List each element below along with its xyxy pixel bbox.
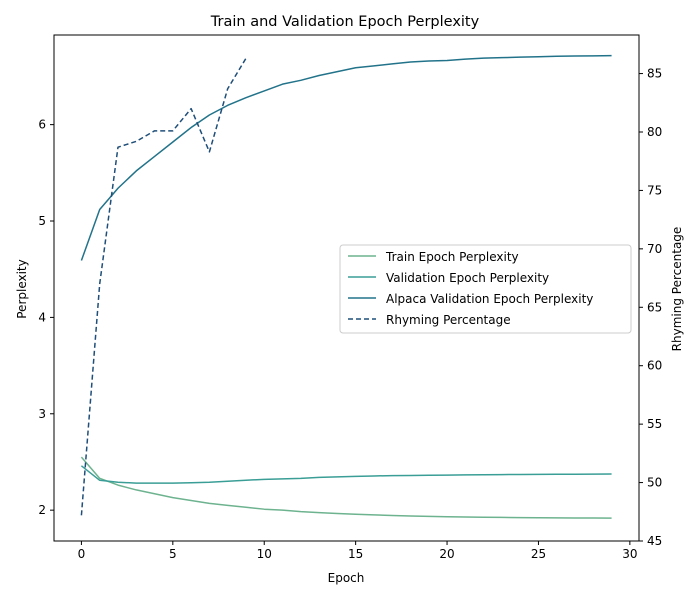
y-axis: 2 3 4 5 6	[38, 118, 54, 517]
series-layer	[80, 54, 612, 519]
y2-tick-label: 45	[647, 534, 662, 548]
plot-frame	[53, 34, 640, 542]
legend-label-alpaca: Alpaca Validation Epoch Perplexity	[386, 292, 593, 306]
x-axis-label: Epoch	[328, 571, 365, 585]
x-tick-label: 20	[439, 547, 454, 561]
y2-axis-label: Rhyming Percentage	[670, 227, 684, 352]
y2-tick-label: 60	[647, 359, 662, 373]
series-alpaca-line	[80, 54, 612, 261]
y2-tick-label: 50	[647, 476, 662, 490]
y2-tick-label: 65	[647, 300, 662, 314]
y2-tick-label: 70	[647, 242, 662, 256]
x-tick-label: 25	[531, 547, 546, 561]
series-rhyming-line	[80, 57, 247, 516]
legend-box	[339, 244, 632, 334]
series-train-line	[80, 456, 612, 519]
y2-tick-label: 85	[647, 67, 662, 81]
y2-tick-label: 75	[647, 183, 662, 197]
legend-label-rhyming: Rhyming Percentage	[386, 313, 511, 327]
legend: Train Epoch Perplexity Validation Epoch …	[339, 244, 632, 334]
x-tick-label: 5	[169, 547, 177, 561]
y2-axis: 45 50 55 60 65 70 75 80 85	[639, 67, 662, 548]
legend-label-train: Train Epoch Perplexity	[385, 250, 519, 264]
y-tick-label: 5	[38, 214, 46, 228]
x-axis: 0 5 10 15 20 25 30	[78, 541, 638, 561]
x-tick-label: 15	[348, 547, 363, 561]
y-tick-label: 2	[38, 503, 46, 517]
chart-title: Train and Validation Epoch Perplexity	[210, 14, 480, 30]
series-validation-line	[80, 465, 612, 484]
x-tick-label: 30	[622, 547, 637, 561]
x-tick-label: 0	[78, 547, 86, 561]
legend-label-validation: Validation Epoch Perplexity	[386, 271, 549, 285]
y2-tick-label: 55	[647, 417, 662, 431]
y-tick-label: 3	[38, 407, 46, 421]
y-tick-label: 4	[38, 310, 46, 324]
y-axis-label: Perplexity	[15, 259, 29, 319]
y2-tick-label: 80	[647, 125, 662, 139]
y-tick-label: 6	[38, 118, 46, 132]
x-tick-label: 10	[257, 547, 272, 561]
